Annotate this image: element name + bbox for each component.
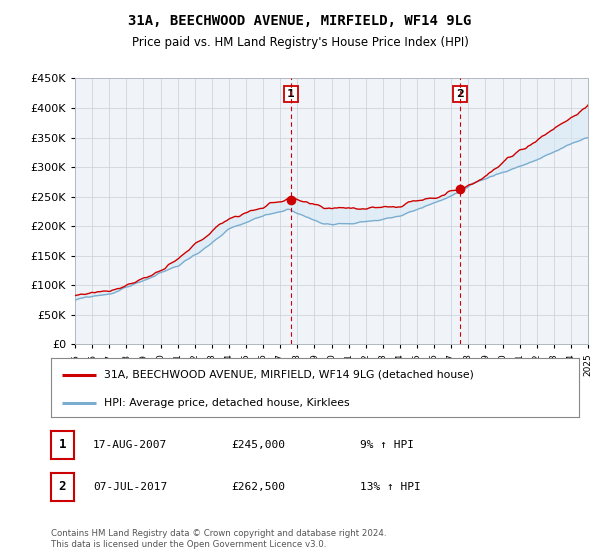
Text: 1: 1 xyxy=(59,438,66,451)
Text: 07-JUL-2017: 07-JUL-2017 xyxy=(93,482,167,492)
Text: HPI: Average price, detached house, Kirklees: HPI: Average price, detached house, Kirk… xyxy=(104,398,349,408)
Text: Price paid vs. HM Land Registry's House Price Index (HPI): Price paid vs. HM Land Registry's House … xyxy=(131,36,469,49)
Text: 2: 2 xyxy=(456,89,464,99)
Text: 13% ↑ HPI: 13% ↑ HPI xyxy=(360,482,421,492)
Text: 31A, BEECHWOOD AVENUE, MIRFIELD, WF14 9LG (detached house): 31A, BEECHWOOD AVENUE, MIRFIELD, WF14 9L… xyxy=(104,370,473,380)
Text: 9% ↑ HPI: 9% ↑ HPI xyxy=(360,440,414,450)
Text: £245,000: £245,000 xyxy=(231,440,285,450)
Text: 31A, BEECHWOOD AVENUE, MIRFIELD, WF14 9LG: 31A, BEECHWOOD AVENUE, MIRFIELD, WF14 9L… xyxy=(128,14,472,28)
Text: 2: 2 xyxy=(59,480,66,493)
Text: Contains HM Land Registry data © Crown copyright and database right 2024.
This d: Contains HM Land Registry data © Crown c… xyxy=(51,529,386,549)
Text: £262,500: £262,500 xyxy=(231,482,285,492)
Text: 1: 1 xyxy=(287,89,295,99)
Text: 17-AUG-2007: 17-AUG-2007 xyxy=(93,440,167,450)
